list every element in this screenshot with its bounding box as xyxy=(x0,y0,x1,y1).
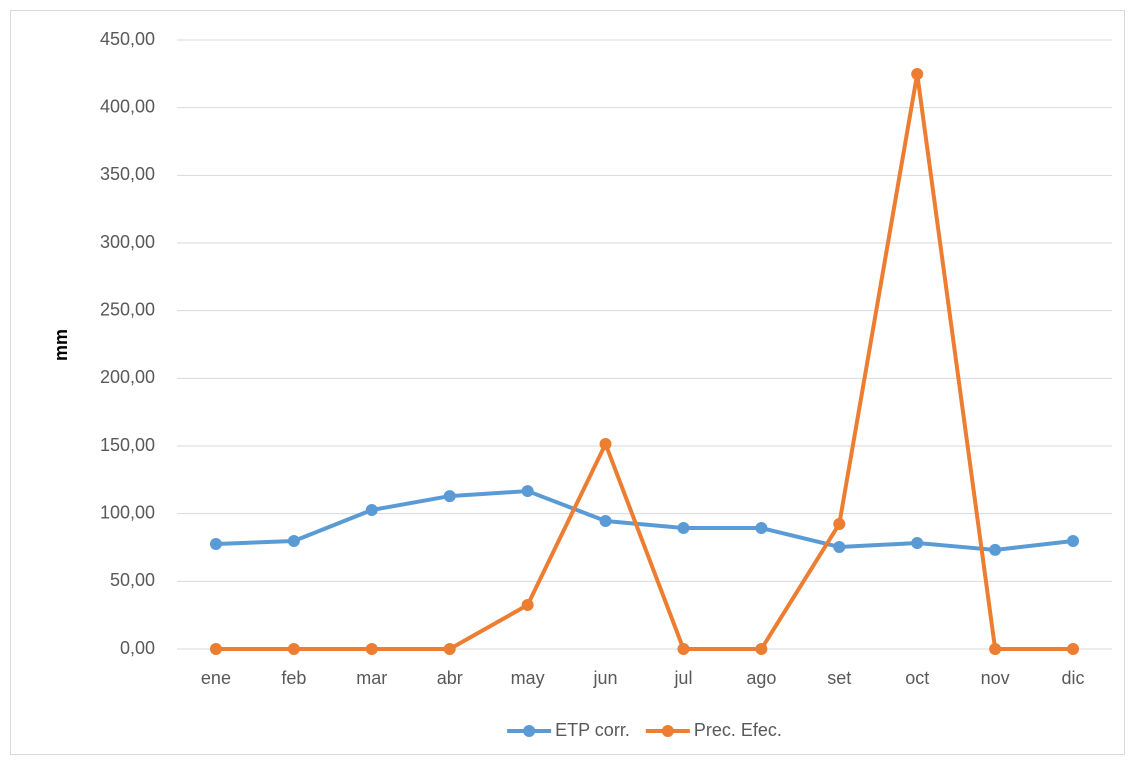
data-point xyxy=(755,643,768,655)
x-tick-label: set xyxy=(827,668,851,688)
y-axis-label: mm xyxy=(51,329,71,361)
legend-marker xyxy=(523,725,536,737)
data-point xyxy=(443,643,456,655)
x-tick-label: ene xyxy=(201,668,231,688)
data-point xyxy=(1067,643,1080,655)
data-point xyxy=(755,522,768,535)
y-tick-label: 100,00 xyxy=(100,502,155,522)
data-point xyxy=(209,643,222,655)
x-tick-label: jun xyxy=(593,668,618,688)
data-point xyxy=(1067,535,1080,548)
data-point xyxy=(443,490,456,503)
legend-marker xyxy=(661,725,674,737)
data-point xyxy=(833,540,846,553)
data-point xyxy=(677,643,690,655)
x-tick-label: dic xyxy=(1062,668,1085,688)
data-point xyxy=(287,535,300,548)
x-tick-label: abr xyxy=(437,668,463,688)
data-point xyxy=(599,437,612,450)
y-tick-label: 350,00 xyxy=(100,164,155,184)
data-point xyxy=(833,517,846,530)
y-tick-label: 450,00 xyxy=(100,29,155,49)
data-point xyxy=(521,599,534,612)
data-point xyxy=(365,504,378,517)
x-tick-label: oct xyxy=(905,668,929,688)
series-line xyxy=(215,489,1074,552)
data-point xyxy=(911,67,924,80)
data-point xyxy=(209,537,222,550)
y-tick-label: 150,00 xyxy=(100,435,155,455)
data-point xyxy=(599,514,612,527)
series-line xyxy=(215,71,1074,651)
y-tick-label: 50,00 xyxy=(110,570,155,590)
data-point xyxy=(365,643,378,655)
y-tick-label: 0,00 xyxy=(120,638,155,658)
x-tick-label: nov xyxy=(981,668,1010,688)
x-tick-label: jul xyxy=(673,668,692,688)
y-tick-label: 200,00 xyxy=(100,367,155,387)
legend-label: ETP corr. xyxy=(555,720,630,740)
x-tick-label: mar xyxy=(356,668,387,688)
y-tick-label: 300,00 xyxy=(100,232,155,252)
data-point xyxy=(989,643,1002,655)
legend-label: Prec. Efec. xyxy=(694,720,782,740)
x-tick-label: may xyxy=(511,668,545,688)
data-point xyxy=(521,485,534,498)
data-point xyxy=(989,543,1002,556)
y-tick-label: 400,00 xyxy=(100,96,155,116)
y-tick-label: 250,00 xyxy=(100,299,155,319)
data-point xyxy=(911,537,924,550)
data-point xyxy=(677,522,690,535)
legend: ETP corr. Prec. Efec. xyxy=(507,720,782,740)
x-tick-label: ago xyxy=(746,668,776,688)
x-tick-label: feb xyxy=(281,668,306,688)
data-point xyxy=(287,643,300,655)
chart-frame xyxy=(10,10,1125,755)
